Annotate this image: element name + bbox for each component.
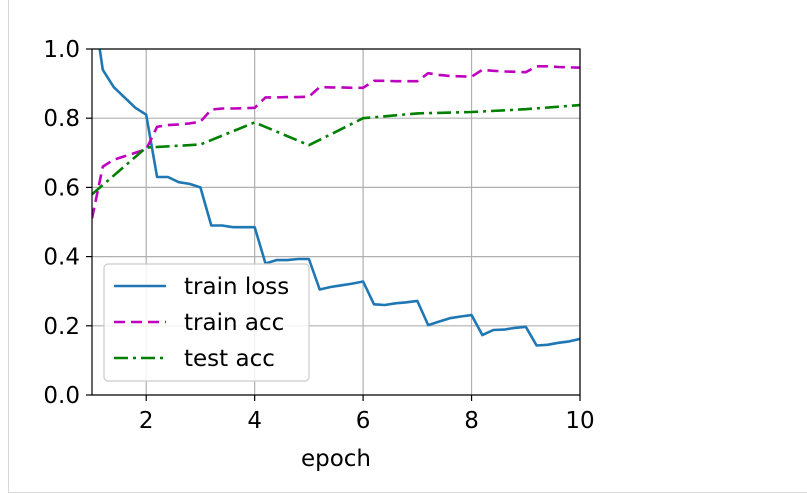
legend: train loss train acc test acc (103, 263, 310, 382)
x-tick-label: 6 (356, 408, 371, 434)
series-line-test-acc (92, 103, 580, 196)
y-tick-label: 0.6 (43, 175, 80, 201)
x-tick-label: 10 (565, 408, 594, 434)
x-axis-label: epoch (301, 446, 371, 472)
legend-label: train acc (184, 310, 284, 336)
y-tick-label: 1.0 (43, 37, 80, 63)
y-tick-label: 0.2 (43, 314, 80, 340)
x-tick-label: 2 (139, 408, 154, 434)
series-line-train-acc (92, 65, 580, 219)
series-line-train-loss (98, 49, 580, 347)
legend-label: train loss (184, 274, 289, 300)
plot-lines (92, 49, 580, 347)
x-tick-label: 4 (247, 408, 262, 434)
axes-frame (91, 48, 581, 396)
x-tick-label: 8 (464, 408, 479, 434)
y-tick-label: 0.0 (43, 383, 80, 409)
legend-box (103, 263, 310, 382)
axis-ticks: 2 4 6 8 10 0.0 0.2 0.4 0.6 0.8 1.0 (43, 37, 594, 434)
y-tick-label: 0.4 (43, 245, 80, 271)
y-tick-label: 0.8 (43, 106, 80, 132)
legend-label: test acc (184, 346, 275, 372)
